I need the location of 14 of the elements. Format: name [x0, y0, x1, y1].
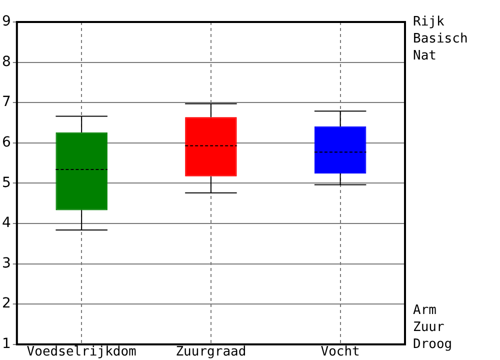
y-tick-label: 4: [2, 215, 11, 232]
y-tick-label: 5: [2, 174, 11, 191]
y-tick-label: 7: [2, 94, 11, 110]
y-tick-label: 8: [2, 54, 11, 70]
y-tick-label: 3: [2, 255, 11, 272]
y-tick-label: 2: [2, 296, 11, 312]
text: Arm Zuur Droog: [413, 302, 452, 352]
y-tick-label: 6: [2, 134, 11, 151]
text: Rijk Basisch Nat: [413, 14, 468, 64]
x-tick-label: Vocht: [320, 344, 360, 360]
x-tick-label: Voedselrijkdom: [26, 344, 137, 360]
y-tick-label: 9: [2, 14, 11, 30]
y-tick-label: 1: [2, 336, 11, 352]
x-tick-label: Zuurgraad: [176, 344, 246, 360]
